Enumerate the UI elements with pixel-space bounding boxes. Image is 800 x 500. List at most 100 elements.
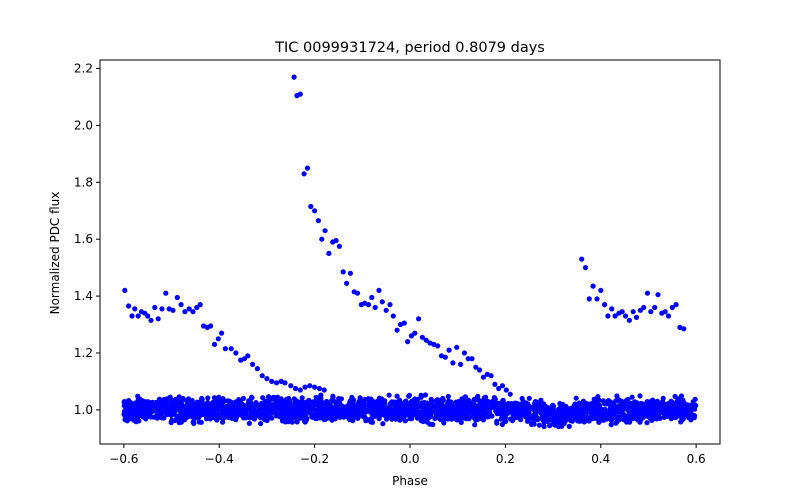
baseline-point — [573, 409, 580, 415]
data-point — [245, 353, 251, 359]
baseline-point — [318, 406, 324, 412]
data-point — [259, 373, 265, 379]
baseline-point — [258, 421, 264, 427]
baseline-point — [135, 407, 141, 413]
data-point — [619, 309, 625, 315]
baseline-point — [689, 413, 695, 419]
baseline-point — [441, 409, 447, 415]
data-point — [211, 341, 218, 347]
baseline-point — [690, 405, 696, 412]
baseline-point — [653, 402, 659, 408]
baseline-point — [168, 412, 174, 418]
baseline-point — [640, 414, 647, 420]
data-point — [292, 385, 299, 392]
data-point — [499, 383, 506, 389]
baseline-point — [430, 421, 436, 428]
baseline-point — [326, 415, 332, 421]
baseline-point — [289, 419, 295, 425]
baseline-point — [360, 400, 366, 406]
data-point — [254, 366, 260, 372]
data-point — [602, 302, 608, 308]
baseline-point — [357, 395, 363, 401]
data-point — [665, 313, 672, 319]
baseline-point — [251, 415, 257, 421]
data-point — [662, 309, 668, 315]
data-point — [297, 387, 303, 393]
data-point — [322, 228, 328, 234]
data-point — [390, 313, 396, 319]
x-tick-label: 0.4 — [591, 452, 610, 466]
data-point — [492, 381, 498, 387]
data-point — [315, 218, 321, 224]
baseline-point — [398, 403, 404, 409]
data-point — [609, 306, 615, 312]
baseline-point — [302, 401, 308, 407]
baseline-point — [168, 419, 174, 426]
baseline-point — [637, 393, 643, 399]
data-point — [302, 384, 308, 390]
baseline-point — [240, 395, 246, 402]
baseline-point — [622, 400, 628, 406]
data-point — [340, 269, 346, 275]
baseline-point — [209, 414, 215, 420]
data-point — [369, 294, 375, 301]
baseline-point — [127, 414, 133, 420]
data-point — [450, 360, 456, 366]
baseline-point — [425, 409, 431, 415]
baseline-point — [356, 399, 362, 405]
data-point — [644, 290, 651, 296]
data-point — [469, 356, 475, 362]
baseline-point — [556, 413, 562, 419]
baseline-point — [384, 416, 390, 422]
data-point — [419, 334, 425, 340]
data-point — [379, 299, 385, 305]
baseline-point — [541, 423, 547, 430]
baseline-point — [653, 410, 659, 417]
data-point — [594, 296, 600, 302]
baseline-point — [510, 411, 516, 417]
baseline-point — [660, 399, 666, 405]
data-point — [648, 309, 654, 315]
data-point — [488, 373, 494, 379]
baseline-point — [221, 415, 227, 421]
data-point — [590, 283, 596, 289]
baseline-point — [663, 410, 670, 416]
data-point — [387, 302, 393, 308]
baseline-point — [148, 414, 154, 420]
baseline-point — [546, 408, 553, 414]
baseline-point — [160, 408, 166, 415]
data-point — [461, 350, 467, 356]
baseline-point — [255, 407, 262, 413]
baseline-point — [239, 409, 245, 415]
baseline-point — [607, 401, 614, 407]
x-tick-label: −0.4 — [205, 452, 234, 466]
baseline-point — [181, 406, 187, 412]
data-point — [347, 270, 353, 276]
baseline-point — [337, 401, 343, 407]
x-tick-label: −0.6 — [109, 452, 138, 466]
data-point — [652, 304, 658, 311]
baseline-point — [451, 403, 457, 409]
baseline-point — [436, 410, 442, 416]
data-point — [194, 304, 200, 311]
baseline-point — [502, 414, 509, 420]
x-axis: −0.6 −0.4 −0.2 0.0 0.2 0.4 0.6 — [109, 444, 706, 466]
baseline-point — [629, 394, 635, 400]
data-point — [308, 203, 314, 210]
data-point — [291, 74, 297, 80]
baseline-point — [402, 418, 408, 424]
y-tick-label: 2.2 — [74, 62, 93, 76]
data-point — [423, 337, 429, 343]
data-point — [623, 313, 629, 319]
baseline-point — [274, 394, 280, 400]
baseline-point — [421, 416, 427, 422]
baseline-point — [493, 406, 499, 412]
baseline-point — [486, 409, 492, 415]
data-point — [182, 309, 188, 315]
baseline-point — [429, 409, 435, 415]
baseline-point — [259, 400, 265, 406]
baseline-point — [414, 396, 421, 402]
baseline-point — [135, 393, 141, 399]
baseline-point — [121, 403, 127, 409]
